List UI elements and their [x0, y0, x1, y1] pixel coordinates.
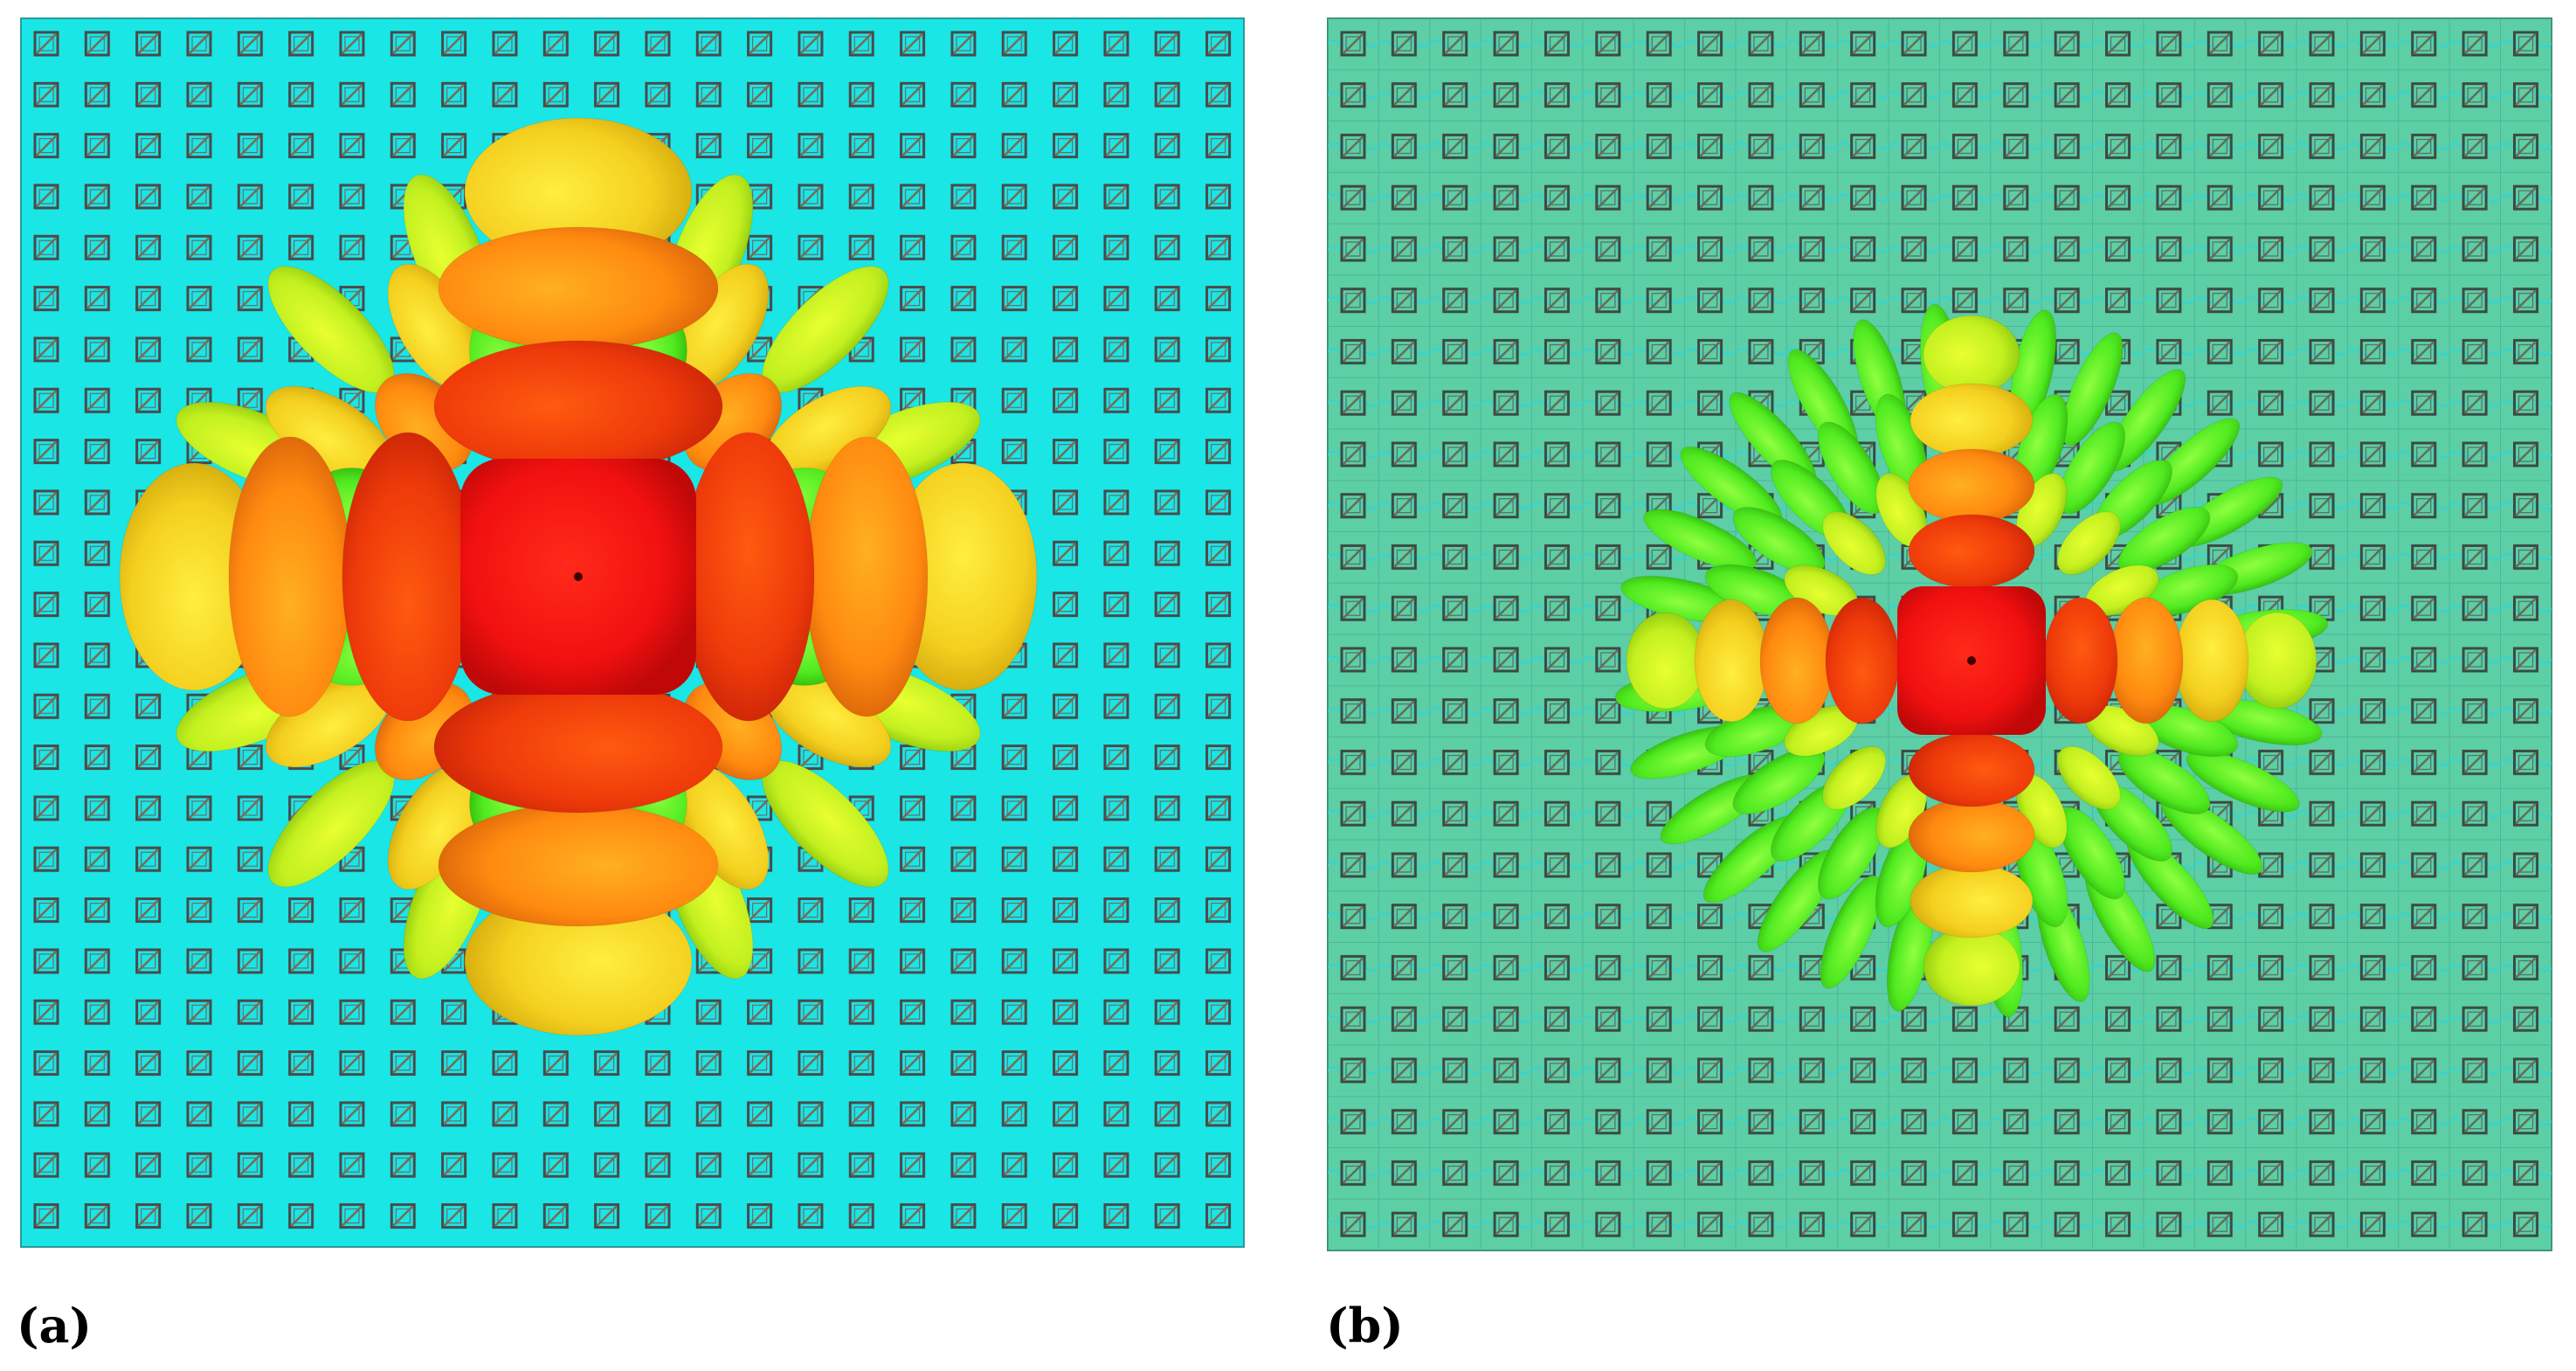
lobe [2109, 597, 2184, 724]
lobe [2058, 807, 2126, 900]
lobe [2117, 747, 2211, 815]
center-dot [574, 572, 583, 581]
lobe [2186, 750, 2300, 813]
lobe [1759, 597, 1834, 724]
lobe [433, 340, 723, 473]
center-dot [1967, 656, 1976, 665]
lobe [2061, 332, 2124, 447]
lobe [228, 436, 352, 717]
lobe [438, 226, 719, 350]
lobe [1817, 421, 1885, 515]
lobe [1817, 807, 1885, 900]
lobe [2043, 597, 2118, 724]
lobe [433, 681, 723, 814]
lobe [1825, 597, 1900, 724]
panel-a [20, 17, 1245, 1248]
lobe [805, 436, 929, 717]
lobe [682, 432, 815, 722]
panel-label: (b) [1326, 1298, 1404, 1354]
lobe [2058, 421, 2126, 515]
lobe [1732, 506, 1826, 574]
radiation-pattern [119, 117, 1038, 1036]
lobe [1908, 798, 2035, 873]
lobe [1923, 315, 2020, 395]
lobe [2117, 506, 2211, 574]
lobe [1822, 511, 1887, 576]
lobe [2056, 511, 2121, 576]
lobe [2056, 745, 2121, 810]
panel-label: (a) [17, 1298, 92, 1354]
panel-b [1327, 17, 2552, 1251]
lobe [2237, 612, 2317, 710]
lobe [1908, 732, 2035, 807]
lobe [1910, 383, 2034, 458]
lobe [1923, 926, 2020, 1007]
lobe [342, 432, 474, 722]
lobe [1820, 875, 1882, 989]
lobe [1908, 448, 2035, 523]
lobe [1822, 745, 1887, 810]
lobe [1910, 863, 2034, 938]
lobe [1643, 509, 1758, 571]
lobe [438, 803, 719, 927]
lobe [2174, 599, 2249, 723]
lobe [1694, 599, 1769, 723]
radiation-pattern [1614, 303, 2329, 1018]
lobe [1908, 514, 2035, 589]
lobe [1732, 747, 1826, 815]
lobe [1626, 612, 1706, 710]
